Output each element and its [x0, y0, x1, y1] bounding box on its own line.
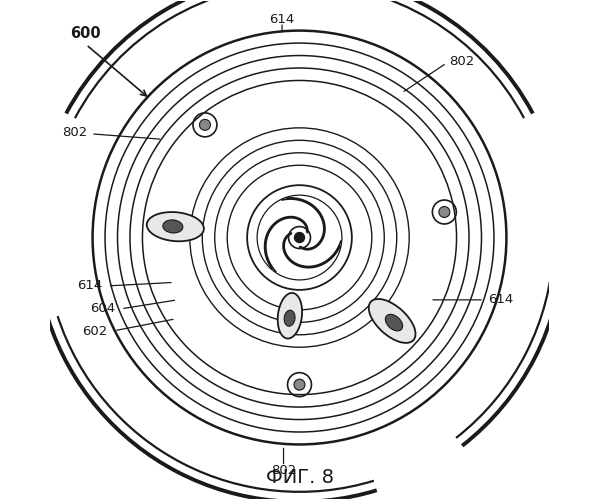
Ellipse shape	[385, 314, 403, 331]
Text: 802: 802	[271, 464, 296, 477]
Text: 602: 602	[82, 326, 108, 338]
Ellipse shape	[147, 212, 204, 242]
Text: 614: 614	[270, 12, 295, 26]
Text: 614: 614	[488, 294, 513, 306]
Text: 802: 802	[62, 126, 87, 140]
Text: 802: 802	[449, 55, 474, 68]
Circle shape	[294, 379, 305, 390]
Ellipse shape	[369, 299, 416, 343]
Ellipse shape	[163, 220, 183, 233]
Text: ФИГ. 8: ФИГ. 8	[265, 468, 334, 487]
Ellipse shape	[284, 310, 295, 326]
Text: 604: 604	[90, 302, 115, 316]
Ellipse shape	[278, 293, 302, 339]
Circle shape	[439, 206, 450, 218]
Text: 614: 614	[77, 280, 102, 292]
Circle shape	[199, 120, 210, 130]
Circle shape	[295, 232, 304, 242]
Text: 600: 600	[70, 26, 101, 40]
